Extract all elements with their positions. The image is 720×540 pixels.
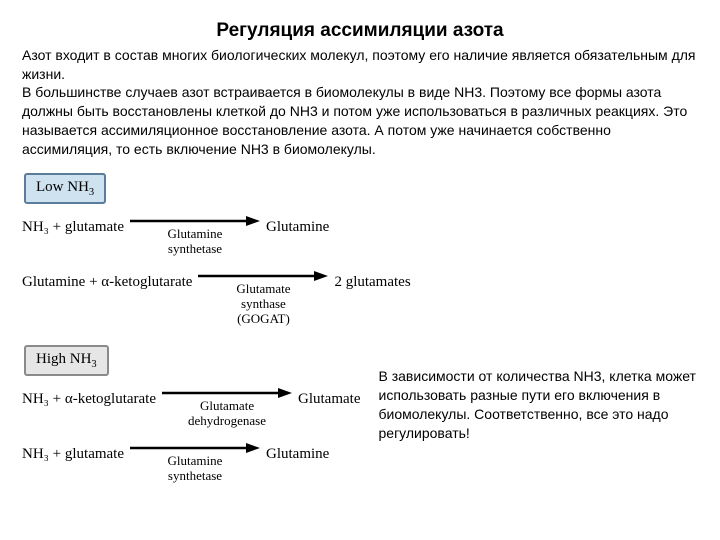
condition-low-label: Low NH (36, 179, 89, 195)
reaction-2: Glutamine + α-ketoglutarate Glutamate sy… (22, 271, 698, 327)
reaction-4-reactants: NH₃ + glutamate (22, 443, 124, 464)
condition-box-high: High NH3 (24, 345, 109, 376)
side-note: В зависимости от количества NH3, клетка … (379, 341, 699, 443)
reaction-3-products: Glutamate (298, 388, 360, 409)
reaction-1-products: Glutamine (266, 216, 329, 237)
reaction-2-products: 2 glutamates (334, 271, 410, 292)
arrow-icon (198, 271, 328, 281)
lower-row: High NH3 NH₃ + α-ketoglutarate Glutamate… (22, 341, 698, 498)
page-title: Регуляция ассимиляции азота (22, 18, 698, 44)
reaction-1: NH₃ + glutamate Glutamine synthetase Glu… (22, 216, 698, 257)
reaction-3-enzyme: Glutamate dehydrogenase (188, 399, 266, 429)
reaction-3-reactants: NH₃ + α-ketoglutarate (22, 388, 156, 409)
reaction-4-enzyme: Glutamine synthetase (168, 454, 223, 484)
reaction-1-reactants: NH₃ + glutamate (22, 216, 124, 237)
intro-paragraph: Азот входит в состав многих биологически… (22, 46, 698, 159)
reaction-2-reactants: Glutamine + α-ketoglutarate (22, 271, 192, 292)
reaction-1-enzyme: Glutamine synthetase (168, 227, 223, 257)
condition-low-sub: 3 (89, 187, 94, 198)
reaction-4: NH₃ + glutamate Glutamine synthetase Glu… (22, 443, 361, 484)
condition-high-label: High NH (36, 351, 91, 367)
reaction-4-products: Glutamine (266, 443, 329, 464)
reaction-3: NH₃ + α-ketoglutarate Glutamate dehydrog… (22, 388, 361, 429)
condition-high-sub: 3 (91, 359, 96, 370)
arrow-icon (130, 443, 260, 453)
high-block: High NH3 NH₃ + α-ketoglutarate Glutamate… (22, 341, 361, 498)
condition-box-low: Low NH3 (24, 173, 106, 204)
arrow-icon (162, 388, 292, 398)
arrow-icon (130, 216, 260, 226)
reaction-2-enzyme: Glutamate synthase (GOGAT) (236, 282, 290, 327)
